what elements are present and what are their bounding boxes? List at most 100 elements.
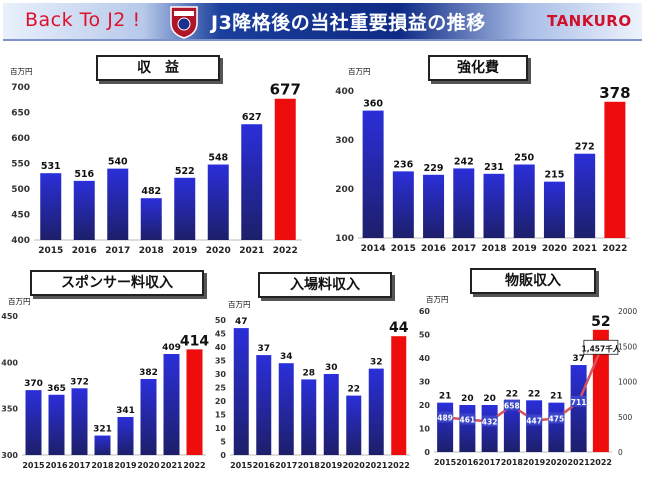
sponsor-bar	[94, 435, 111, 455]
admission-bar	[391, 336, 407, 455]
merch-line-point-label: 489	[437, 414, 453, 423]
merch-line-point-label: 461	[460, 415, 476, 424]
sponsor-ytick-label: 300	[1, 451, 18, 460]
revenue-bar	[73, 180, 95, 240]
admission-xtick-label: 2021	[365, 461, 388, 470]
admission-value-label: 22	[347, 385, 360, 395]
admission-ytick-label: 15	[215, 411, 227, 420]
merch-line-point-label: 711	[571, 398, 587, 407]
sponsor-ytick-label: 400	[1, 358, 18, 367]
merch-xtick-label: 2017	[478, 458, 500, 467]
admission-value-label: 47	[235, 317, 248, 327]
club-crest-icon	[170, 6, 198, 39]
revenue-value-label: 522	[175, 166, 195, 177]
revenue-bar	[40, 173, 62, 240]
sponsor-value-label: 321	[93, 425, 112, 435]
merch-value-label: 22	[528, 389, 541, 399]
merch-line-point-label-box	[526, 414, 543, 426]
sponsor-xtick-label: 2022	[183, 461, 205, 470]
admission-xtick-label: 2017	[275, 461, 297, 470]
merch-bar	[459, 405, 476, 452]
strengthening-value-label: 378	[599, 84, 630, 102]
strengthening-ytick-label: 400	[335, 87, 354, 97]
sponsor-bar	[163, 353, 180, 455]
revenue-value-label: 548	[208, 153, 228, 164]
strengthening-bar	[604, 101, 626, 238]
strengthening-value-label: 236	[393, 159, 413, 170]
admission-value-label: 30	[325, 363, 338, 373]
merch-line-point-label-box	[503, 399, 520, 411]
strengthening-xtick-label: 2022	[602, 244, 627, 254]
merch-ytick-label: 50	[419, 331, 431, 340]
sponsor-bar	[25, 390, 42, 455]
merch-value-label: 20	[483, 394, 496, 404]
revenue-bar	[140, 198, 162, 240]
merch-xtick-label: 2015	[434, 458, 457, 467]
revenue-xtick-label: 2019	[172, 246, 197, 256]
merch-value-label: 37	[572, 354, 585, 364]
sponsor-bar	[117, 417, 134, 455]
sponsor-unit-label: 百万円	[8, 297, 31, 306]
admission-xtick-label: 2015	[230, 461, 253, 470]
merch-bar	[548, 402, 565, 452]
revenue-ytick-label: 700	[11, 83, 30, 93]
merch-ytick-label: 30	[419, 378, 431, 387]
strengthening-xtick-label: 2021	[572, 244, 597, 254]
revenue-bar	[241, 124, 263, 240]
revenue-value-label: 516	[74, 169, 94, 180]
admission-xtick-label: 2022	[388, 461, 410, 470]
strengthening-xtick-label: 2016	[421, 244, 446, 254]
admission-bar	[256, 355, 272, 455]
merch-right-ytick-label: 2000	[618, 307, 637, 316]
revenue-ytick-label: 550	[11, 160, 30, 170]
revenue-value-label: 627	[242, 112, 262, 123]
strengthening-value-label: 242	[454, 156, 474, 167]
admission-ytick-label: 0	[220, 451, 226, 460]
merch-ytick-label: 10	[419, 425, 431, 434]
sponsor-ytick-label: 450	[1, 312, 18, 321]
strengthening-xtick-label: 2014	[361, 244, 386, 254]
merch-xtick-label: 2018	[501, 458, 524, 467]
merch-value-label: 52	[591, 314, 610, 330]
merch-line-point-label-box	[459, 413, 476, 425]
admission-bar	[323, 374, 339, 455]
admission-value-label: 37	[257, 344, 270, 354]
sponsor-xtick-label: 2021	[160, 461, 183, 470]
admission-ytick-label: 50	[215, 316, 227, 325]
admission-value-label: 28	[302, 368, 315, 378]
sponsor-value-label: 341	[116, 406, 135, 416]
admission-bar	[346, 395, 362, 455]
merch-panel-title: 物販収入	[470, 268, 596, 294]
sponsor-bar	[71, 388, 88, 455]
admission-ytick-label: 5	[220, 438, 226, 447]
sponsor-value-label: 372	[70, 377, 89, 387]
merch-ytick-label: 40	[419, 354, 431, 363]
sponsor-panel-title: スポンサー料収入	[30, 270, 204, 296]
revenue-xtick-label: 2015	[38, 246, 63, 256]
brand-name: TANKURO	[547, 12, 632, 30]
sponsor-bar	[140, 379, 157, 455]
merch-xtick-label: 2021	[567, 458, 590, 467]
merch-line-point-label-box	[548, 412, 565, 424]
admission-value-label: 44	[389, 320, 409, 336]
admission-ytick-label: 30	[215, 370, 227, 379]
admission-ytick-label: 45	[215, 330, 227, 339]
admission-value-label: 32	[370, 358, 383, 368]
strengthening-bar	[483, 173, 505, 238]
revenue-bar	[174, 177, 196, 240]
revenue-xtick-label: 2018	[139, 246, 164, 256]
merch-line-point-label-box	[570, 395, 587, 407]
merch-line-last-label-box	[583, 339, 619, 355]
strengthening-panel-title: 強化費	[428, 55, 528, 81]
strengthening-value-label: 215	[545, 170, 565, 181]
revenue-value-label: 677	[270, 81, 301, 99]
revenue-xtick-label: 2016	[72, 246, 97, 256]
strengthening-value-label: 360	[363, 99, 383, 110]
sponsor-xtick-label: 2017	[68, 461, 90, 470]
merch-ytick-label: 0	[424, 448, 430, 457]
merch-right-ytick-label: 500	[618, 413, 633, 422]
admission-xtick-label: 2016	[253, 461, 276, 470]
sponsor-value-label: 409	[162, 343, 181, 353]
admission-ytick-label: 25	[215, 384, 227, 393]
strengthening-unit-label: 百万円	[348, 67, 371, 76]
